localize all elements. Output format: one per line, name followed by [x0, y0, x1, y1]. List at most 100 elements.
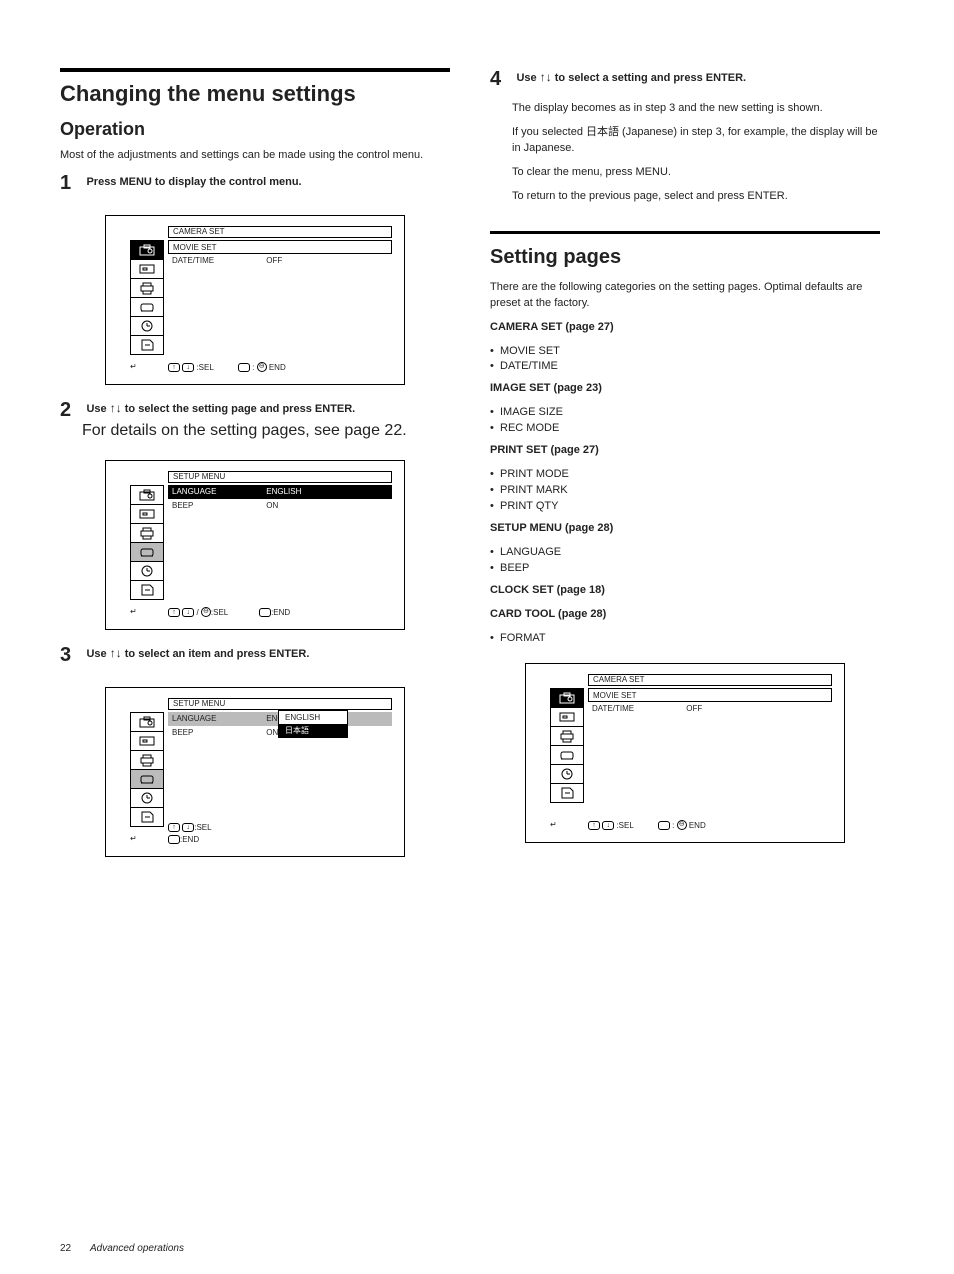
osd3-row-1-value: ON: [266, 726, 278, 740]
osd1-row-0-label: MOVIE SET: [169, 241, 265, 255]
menu-key-icon: [259, 608, 271, 617]
cat1-item-1: DATE/TIME: [490, 359, 880, 375]
sidebar-tab-card: [130, 580, 164, 600]
step-4-text-a: Use: [516, 72, 539, 84]
osd2-row-0: LANGUAGE ENGLISH: [168, 485, 392, 499]
osd-screen-4: CAMERA SET ↵ MOVIE SET DATE/TIME OFF: [525, 663, 845, 843]
step-4-display: The display becomes as in step 3 and the…: [512, 101, 880, 117]
cat6-item-0: FORMAT: [490, 631, 880, 647]
sidebar-tab-image: [130, 504, 164, 524]
step-3-text-b: to select an item and press ENTER.: [122, 648, 310, 660]
sidebar-tab-card: [550, 783, 584, 803]
osd2-row-1-value: ON: [266, 499, 278, 513]
sidebar-tab-image: [130, 259, 164, 279]
step-2-note: For details on the setting pages, see pa…: [82, 422, 450, 440]
sidebar-tab-print: [130, 523, 164, 543]
osd1-row-0: MOVIE SET: [168, 240, 392, 254]
return-arrow-icon: ↵: [130, 362, 137, 371]
step-4-menu: To clear the menu, press MENU.: [512, 165, 880, 181]
sidebar-tab-print: [130, 278, 164, 298]
return-arrow-icon: ↵: [130, 834, 137, 843]
section2-title: Setting pages: [490, 244, 880, 270]
osd4-panel: MOVIE SET DATE/TIME OFF: [588, 688, 832, 716]
osd2-row-0-label: LANGUAGE: [168, 485, 264, 499]
sidebar-tab-card: [130, 335, 164, 355]
sidebar-tab-setup: [130, 542, 164, 562]
sidebar-tab-clock: [130, 561, 164, 581]
step-3-text-a: Use: [86, 648, 109, 660]
cat4-list: LANGUAGE BEEP: [490, 545, 880, 577]
cat3-item-2: PRINT QTY: [490, 499, 880, 515]
return-arrow-icon: ↵: [550, 820, 557, 829]
osd1-sidebar: [130, 240, 164, 354]
down-key-icon: ↓: [182, 608, 194, 617]
osd-screen-3: SETUP MENU ↵ LANGUAGE ENGLISH BEEP ON: [105, 687, 405, 857]
step-4-text: Use ↑↓ to select a setting and press ENT…: [516, 72, 746, 84]
osd-screen-1: CAMERA SET ↵ MOVIE SET DATE/TIME OFF: [105, 215, 405, 385]
up-key-icon: ↑: [168, 823, 180, 832]
cat3-item-0: PRINT MODE: [490, 467, 880, 483]
enter-key-icon: ⊖: [201, 607, 211, 617]
up-down-arrows-icon: ↑↓: [110, 401, 122, 415]
step-3-text: Use ↑↓ to select an item and press ENTER…: [86, 648, 309, 660]
cat2-item-1: REC MODE: [490, 421, 880, 437]
step-2-text: Use ↑↓ to select the setting page and pr…: [86, 403, 355, 415]
sidebar-tab-camera: [130, 240, 164, 260]
page-number: 22: [60, 1243, 71, 1254]
up-down-arrows-icon: ↑↓: [110, 646, 122, 660]
dropdown-option-1: 日本語: [279, 724, 347, 737]
sidebar-tab-clock: [130, 316, 164, 336]
osd3-row-0-label: LANGUAGE: [168, 712, 264, 726]
step-3: 3 Use ↑↓ to select an item and press ENT…: [60, 644, 450, 667]
osd2-title: SETUP MENU: [168, 471, 392, 483]
osd2-legend: ↑ ↓ / ⊖:SEL :END: [168, 607, 392, 619]
up-key-icon: ↑: [588, 821, 600, 830]
right-column: 4 Use ↑↓ to select a setting and press E…: [490, 40, 880, 871]
osd1-row-1-value: OFF: [266, 254, 282, 268]
intro-paragraph: Most of the adjustments and settings can…: [60, 148, 450, 164]
end-key-icon: ⊖: [677, 820, 687, 830]
osd1-panel: MOVIE SET DATE/TIME OFF: [168, 240, 392, 268]
cat1-item-0: MOVIE SET: [490, 344, 880, 360]
osd4-legend: ↑ ↓ :SEL : ⊖ END: [588, 820, 832, 832]
page-root: Changing the menu settings Operation Mos…: [0, 0, 954, 891]
sidebar-tab-camera: [130, 712, 164, 732]
osd1-legend: ↑ ↓ :SEL : ⊖ END: [168, 362, 392, 374]
section2-rule: [490, 231, 880, 234]
osd4-row-1-value: OFF: [686, 702, 702, 716]
down-key-icon: ↓: [182, 363, 194, 372]
down-key-icon: ↓: [602, 821, 614, 830]
sidebar-tab-camera: [130, 485, 164, 505]
cat3-item-1: PRINT MARK: [490, 483, 880, 499]
osd2-panel: LANGUAGE ENGLISH BEEP ON: [168, 485, 392, 513]
step-2-text-b: to select the setting page and press ENT…: [122, 403, 356, 415]
cat2-name: IMAGE SET (page 23): [490, 381, 880, 397]
step-2: 2 Use ↑↓ to select the setting page and …: [60, 399, 450, 440]
sidebar-tab-image: [130, 731, 164, 751]
subsection-title: Operation: [60, 119, 450, 140]
sidebar-tab-card: [130, 807, 164, 827]
cat4-item-1: BEEP: [490, 561, 880, 577]
sidebar-tab-print: [130, 750, 164, 770]
step-4: 4 Use ↑↓ to select a setting and press E…: [490, 68, 880, 91]
sidebar-tab-setup: [130, 297, 164, 317]
sidebar-tab-setup: [130, 769, 164, 789]
section-rule: [60, 68, 450, 72]
cat2-list: IMAGE SIZE REC MODE: [490, 405, 880, 437]
sidebar-tab-setup: [550, 745, 584, 765]
step-4-number: 4: [490, 68, 512, 91]
step-1-text: Press MENU to display the control menu.: [86, 176, 301, 188]
osd2-row-1-label: BEEP: [168, 499, 264, 513]
osd4-title: CAMERA SET: [588, 674, 832, 686]
left-column: Changing the menu settings Operation Mos…: [60, 40, 450, 871]
sidebar-tab-clock: [130, 788, 164, 808]
sidebar-tab-print: [550, 726, 584, 746]
step-2-number: 2: [60, 399, 82, 422]
step-4-return: To return to the previous page, select a…: [512, 189, 880, 205]
osd3-sidebar: [130, 712, 164, 826]
cat3-name: PRINT SET (page 27): [490, 443, 880, 459]
language-dropdown: ENGLISH 日本語: [278, 710, 348, 738]
cat4-item-0: LANGUAGE: [490, 545, 880, 561]
osd2-sidebar: [130, 485, 164, 599]
osd-screen-2: SETUP MENU ↵ LANGUAGE ENGLISH BEEP ON: [105, 460, 405, 630]
